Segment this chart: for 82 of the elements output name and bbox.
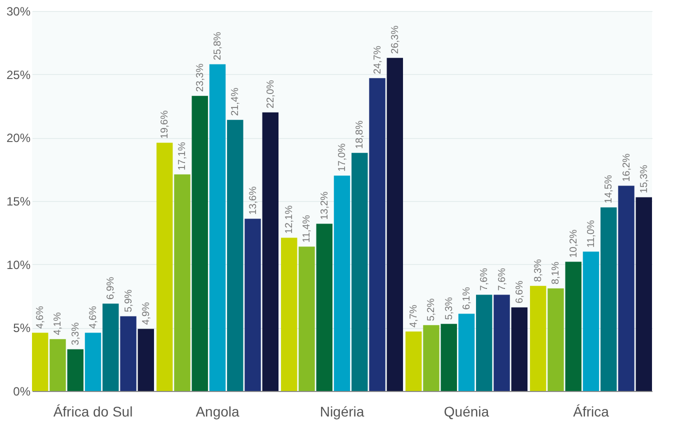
- data-label: 11,0%: [586, 220, 597, 248]
- bar: [50, 339, 66, 391]
- bar: [405, 331, 422, 391]
- bar: [352, 152, 368, 391]
- data-label: 22,0%: [265, 80, 276, 108]
- bar: [32, 332, 48, 391]
- data-label: 10,2%: [568, 229, 580, 258]
- data-label: 6,6%: [514, 280, 526, 304]
- bar: [120, 316, 136, 391]
- data-label: 5,3%: [444, 296, 455, 320]
- bar: [476, 294, 492, 391]
- x-tick-label: África do Sul: [53, 404, 133, 420]
- y-tick-label: 20%: [6, 131, 31, 146]
- data-label: 4,7%: [408, 304, 420, 328]
- bar: [548, 288, 564, 391]
- data-label: 23,3%: [194, 63, 206, 92]
- bar: [192, 96, 208, 391]
- bar: [262, 112, 279, 391]
- data-label: 11,4%: [302, 214, 313, 243]
- x-tick-label: Quénia: [444, 404, 490, 420]
- x-tick-label: Nigéria: [320, 404, 364, 420]
- bar: [636, 197, 652, 391]
- data-label: 4,6%: [35, 306, 46, 329]
- bar: [458, 314, 475, 391]
- y-tick-label: 25%: [6, 68, 31, 82]
- data-label: 24,7%: [372, 46, 384, 74]
- bar: [582, 252, 600, 391]
- bar: [423, 325, 440, 391]
- data-label: 6,9%: [106, 276, 117, 300]
- bar: [67, 349, 84, 391]
- bar: [227, 120, 244, 391]
- data-label: 13,2%: [319, 191, 330, 220]
- y-tick-label: 5%: [13, 321, 31, 336]
- data-label: 13,6%: [248, 186, 259, 215]
- x-tick-label: Angola: [196, 404, 240, 420]
- bar: [174, 174, 190, 391]
- data-label: 7,6%: [496, 268, 508, 291]
- bar: [280, 238, 298, 391]
- bar: [530, 286, 546, 391]
- bar: [618, 186, 634, 391]
- bar: [102, 304, 119, 391]
- bar: [334, 176, 350, 391]
- bar: [244, 218, 261, 391]
- bar: [600, 207, 617, 391]
- y-tick-label: 0%: [13, 384, 31, 398]
- data-label: 4,1%: [52, 312, 64, 336]
- data-label: 5,9%: [123, 289, 134, 312]
- data-label: 26,3%: [390, 25, 401, 54]
- data-label: 19,6%: [160, 110, 171, 139]
- data-label: 8,3%: [533, 258, 544, 282]
- bar: [565, 262, 582, 391]
- y-tick-label: 10%: [6, 258, 31, 272]
- data-label: 21,4%: [230, 87, 242, 116]
- data-label: 25,8%: [212, 32, 224, 60]
- bar: [440, 324, 457, 391]
- bar: [209, 64, 226, 391]
- y-tick-label: 30%: [6, 4, 31, 18]
- data-label: 17,0%: [337, 143, 348, 172]
- bar: [156, 142, 173, 391]
- data-label: 14,5%: [604, 174, 615, 204]
- bar: [298, 246, 315, 391]
- data-label: 15,3%: [638, 164, 650, 194]
- data-label: 3,3%: [70, 322, 82, 346]
- data-label: 5,2%: [426, 298, 438, 322]
- data-label: 7,6%: [479, 268, 490, 291]
- y-tick-label: 15%: [6, 194, 31, 208]
- x-tick-label: África: [573, 404, 610, 420]
- data-label: 4,9%: [140, 302, 152, 325]
- bar: [511, 307, 528, 391]
- data-label: 18,8%: [354, 120, 366, 149]
- data-label: 8,1%: [550, 262, 562, 284]
- bar: [138, 328, 154, 391]
- bar: [494, 294, 510, 391]
- bar: [369, 78, 386, 391]
- bar: [386, 58, 404, 391]
- bar: [84, 332, 102, 391]
- data-label: 6,1%: [462, 286, 472, 310]
- bar: [316, 224, 332, 391]
- data-label: 17,1%: [177, 142, 188, 170]
- data-label: 16,2%: [621, 153, 632, 182]
- data-label: 4,6%: [88, 306, 100, 329]
- data-label: 12,1%: [284, 205, 296, 234]
